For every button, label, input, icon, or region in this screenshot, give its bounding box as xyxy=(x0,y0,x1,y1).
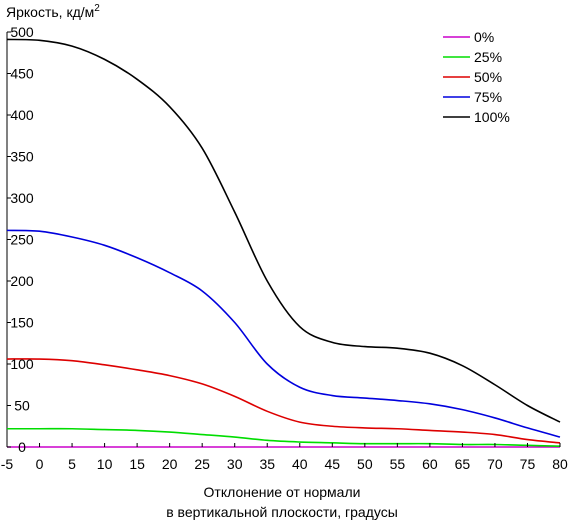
y-axis-title-text: Яркость, кд/м xyxy=(6,4,94,20)
y-tick-label: 450 xyxy=(10,66,34,82)
x-tick-label: 50 xyxy=(357,456,373,472)
x-axis-title-line2: в вертикальной плоскости, градусы xyxy=(166,504,398,520)
y-tick-label: 500 xyxy=(10,24,34,40)
x-tick-label: 35 xyxy=(259,456,275,472)
y-tick-label: 400 xyxy=(10,107,34,123)
legend-label-50pct: 50% xyxy=(474,69,502,85)
x-axis-title-line1: Отклонение от нормали xyxy=(204,484,361,500)
x-tick-label: 40 xyxy=(292,456,308,472)
x-tick-label: 30 xyxy=(227,456,243,472)
y-tick-label: 100 xyxy=(10,356,34,372)
x-tick-labels: -5 0 5 10 15 20 25 30 35 40 45 50 55 60 65 70 75 80 xyxy=(1,443,568,472)
legend-label-0pct: 0% xyxy=(474,29,494,45)
y-axis-title: Яркость, кд/м2 xyxy=(6,3,100,20)
legend-label-25pct: 25% xyxy=(474,49,502,65)
y-tick-labels: 0 50 100 150 200 250 300 350 400 450 500 xyxy=(7,24,34,455)
x-tick-label: 75 xyxy=(520,456,536,472)
x-tick-label: 70 xyxy=(487,456,503,472)
y-tick-label: 50 xyxy=(14,398,30,414)
y-axis-title-superscript: 2 xyxy=(94,3,100,14)
x-tick-label: 25 xyxy=(194,456,210,472)
legend-label-75pct: 75% xyxy=(474,89,502,105)
legend: 0% 25% 50% 75% 100% xyxy=(443,29,510,125)
series-line-100pct xyxy=(6,38,561,423)
y-tick-label: 300 xyxy=(10,190,34,206)
y-tick-label: 350 xyxy=(10,149,34,165)
x-tick-label: 10 xyxy=(97,456,113,472)
series-line-50pct xyxy=(6,358,561,444)
series-line-75pct xyxy=(6,229,561,438)
x-tick-label: 0 xyxy=(36,456,44,472)
x-tick-label: 80 xyxy=(552,456,568,472)
x-tick-label: 45 xyxy=(325,456,341,472)
y-tick-label: 150 xyxy=(10,315,34,331)
x-tick-label: -5 xyxy=(1,456,14,472)
series-line-25pct xyxy=(7,427,561,447)
x-tick-label: 15 xyxy=(129,456,145,472)
y-tick-label: 200 xyxy=(10,273,34,289)
y-tick-label: 250 xyxy=(10,232,34,248)
x-tick-label: 65 xyxy=(455,456,471,472)
y-tick-label: 0 xyxy=(18,439,26,455)
x-tick-label: 20 xyxy=(162,456,178,472)
x-tick-label: 55 xyxy=(390,456,406,472)
plot-area xyxy=(6,32,561,448)
legend-label-100pct: 100% xyxy=(474,109,510,125)
x-tick-label: 60 xyxy=(422,456,438,472)
x-tick-label: 5 xyxy=(68,456,76,472)
